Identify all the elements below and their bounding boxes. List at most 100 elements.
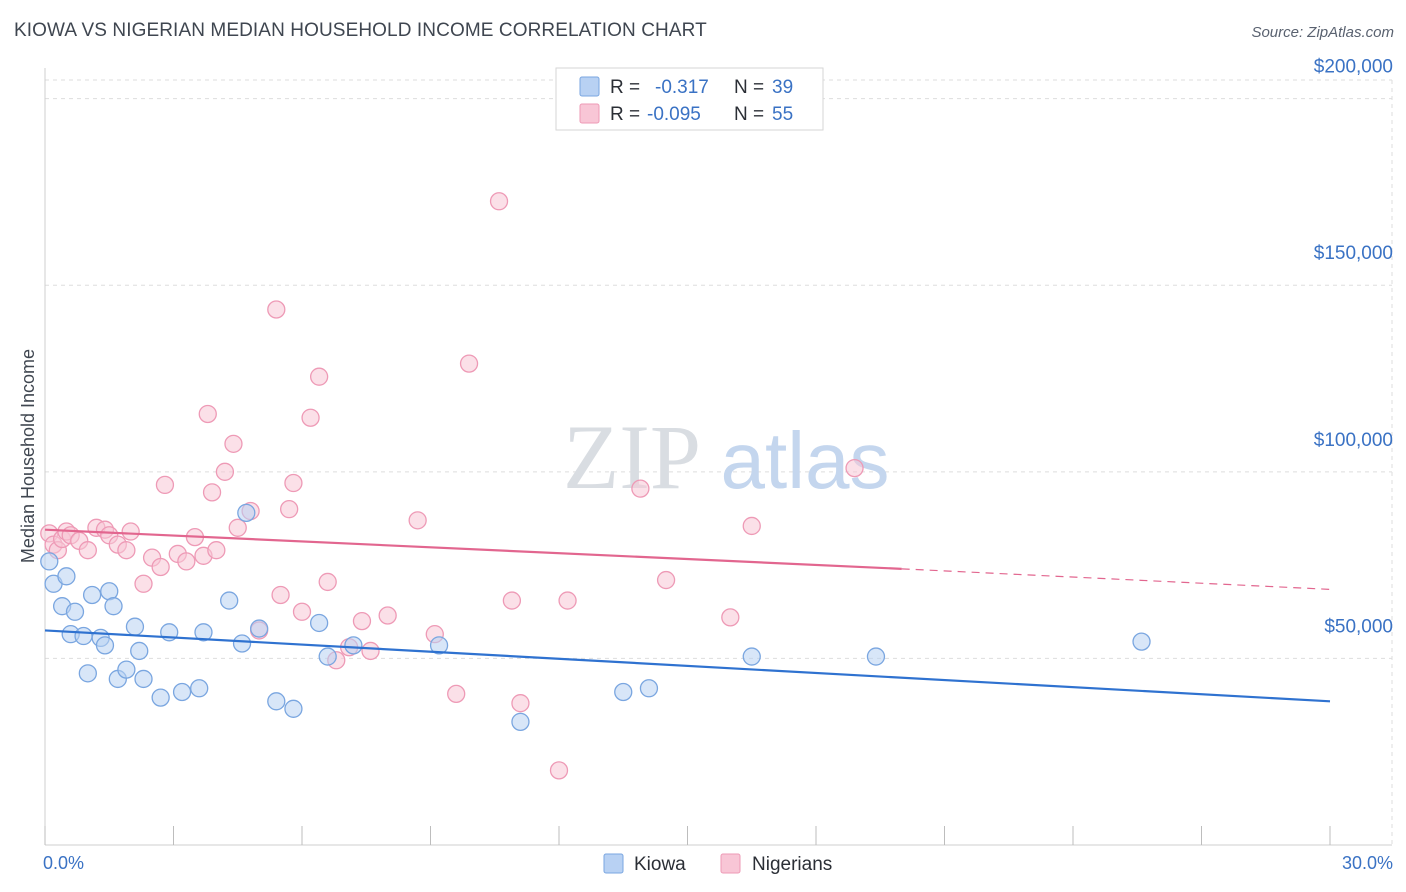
kiowa-point-16 bbox=[130, 641, 149, 661]
kiowa-point-7 bbox=[78, 664, 97, 683]
x-tick-labels: 0.0% 30.0% bbox=[43, 853, 1393, 873]
nigerian-point-40 bbox=[352, 611, 372, 631]
kiowa-point-37 bbox=[866, 647, 886, 666]
kiowa-point-30 bbox=[318, 647, 337, 666]
y-tick-label-0: $50,000 bbox=[1324, 616, 1393, 637]
series-legend: Kiowa Nigerians bbox=[603, 853, 832, 875]
kiowa-point-36 bbox=[742, 647, 761, 666]
nigerian-point-24 bbox=[207, 541, 226, 560]
legend-nigerians-n-label: N = bbox=[734, 104, 764, 125]
y-axis-label: Median Household Income bbox=[18, 349, 38, 563]
nigerian-point-22 bbox=[198, 404, 217, 424]
kiowa-point-26 bbox=[250, 619, 269, 638]
y-tick-label-1: $100,000 bbox=[1314, 430, 1393, 451]
x-tick-label-start: 0.0% bbox=[43, 853, 84, 873]
kiowa-point-21 bbox=[190, 679, 209, 698]
legend-kiowa-r-label: R = bbox=[610, 77, 640, 98]
nigerian-point-27 bbox=[228, 518, 247, 537]
kiowa-point-22 bbox=[194, 623, 213, 642]
kiowa-point-28 bbox=[284, 699, 303, 718]
kiowa-point-6 bbox=[74, 626, 93, 646]
kiowa-point-24 bbox=[232, 634, 252, 653]
nigerian-point-16 bbox=[151, 557, 170, 577]
chart-title: KIOWA VS NIGERIAN MEDIAN HOUSEHOLD INCOM… bbox=[14, 20, 707, 41]
kiowa-point-29 bbox=[309, 613, 329, 633]
kiowa-point-15 bbox=[125, 617, 145, 636]
nigerian-point-12 bbox=[117, 541, 136, 560]
legend-nigerians-r-value: -0.095 bbox=[647, 104, 701, 125]
y-tick-labels: $50,000 $100,000 $150,000 $200,000 bbox=[1314, 57, 1393, 638]
trend-line-kiowa-0 bbox=[44, 629, 1331, 703]
nigerian-point-23 bbox=[202, 483, 222, 502]
kiowa-point-17 bbox=[134, 669, 153, 689]
legend-swatch-nigerians bbox=[579, 103, 600, 124]
kiowa-point-35 bbox=[639, 679, 659, 698]
kiowa-point-27 bbox=[267, 692, 286, 711]
nigerian-point-26 bbox=[224, 434, 243, 453]
axes bbox=[44, 68, 1392, 846]
nigerian-point-25 bbox=[215, 462, 235, 481]
kiowa-point-32 bbox=[429, 636, 449, 655]
nigerian-point-17 bbox=[155, 475, 175, 495]
kiowa-point-33 bbox=[511, 712, 530, 732]
kiowa-point-34 bbox=[614, 682, 633, 702]
y-tick-label-2: $150,000 bbox=[1314, 243, 1393, 264]
nigerian-point-35 bbox=[301, 408, 320, 427]
legend-kiowa-r-value: -0.317 bbox=[655, 77, 709, 98]
kiowa-point-18 bbox=[151, 688, 170, 707]
legend-kiowa-n-label: N = bbox=[734, 77, 764, 98]
nigerian-point-48 bbox=[502, 591, 522, 610]
trend-line-nigerians-2 bbox=[901, 568, 1331, 590]
nigerian-point-55 bbox=[742, 516, 761, 536]
nigerian-point-37 bbox=[318, 572, 337, 592]
nigerian-point-41 bbox=[361, 641, 380, 661]
correlation-legend: R = -0.317 N = 39 R = -0.095 N = 55 bbox=[555, 67, 824, 131]
nigerian-point-31 bbox=[271, 585, 290, 605]
bottom-legend-nigerians: Nigerians bbox=[752, 854, 832, 875]
nigerian-point-54 bbox=[721, 608, 740, 627]
nigerian-point-13 bbox=[121, 522, 140, 541]
nigerian-point-50 bbox=[549, 761, 569, 780]
x-tick-label-end: 30.0% bbox=[1342, 853, 1393, 873]
kiowa-point-12 bbox=[104, 597, 123, 616]
nigerian-point-51 bbox=[558, 591, 577, 610]
nigerian-point-45 bbox=[447, 684, 466, 704]
grid-lines bbox=[45, 79, 1393, 845]
kiowa-point-20 bbox=[172, 682, 192, 702]
legend-nigerians-r-label: R = bbox=[610, 104, 640, 125]
kiowa-point-14 bbox=[117, 660, 136, 679]
nigerian-point-42 bbox=[378, 606, 397, 625]
nigerian-point-36 bbox=[309, 367, 329, 386]
nigerian-point-32 bbox=[279, 499, 299, 519]
legend-nigerians-n-value: 55 bbox=[772, 104, 793, 125]
nigerian-point-49 bbox=[511, 694, 530, 713]
watermark-zip: ZIP bbox=[563, 406, 701, 508]
trend-line-nigerians-1 bbox=[44, 528, 902, 570]
legend-kiowa-n-value: 39 bbox=[772, 77, 793, 98]
kiowa-point-4 bbox=[65, 602, 85, 621]
kiowa-point-25 bbox=[237, 503, 256, 523]
kiowa-point-38 bbox=[1132, 632, 1151, 651]
kiowa-point-2 bbox=[57, 567, 76, 586]
kiowa-point-8 bbox=[82, 585, 102, 605]
trend-lines bbox=[44, 528, 1331, 703]
kiowa-point-23 bbox=[220, 591, 239, 610]
legend-box bbox=[555, 67, 824, 131]
data-points bbox=[40, 192, 1151, 780]
bottom-legend-swatch-nigerians bbox=[720, 853, 741, 874]
kiowa-point-10 bbox=[95, 636, 115, 655]
nigerian-point-53 bbox=[656, 570, 676, 590]
nigerian-point-47 bbox=[489, 192, 509, 211]
nigerian-point-46 bbox=[459, 354, 479, 373]
nigerian-point-52 bbox=[631, 479, 650, 498]
source-label: Source: ZipAtlas.com bbox=[1251, 24, 1394, 41]
nigerian-point-30 bbox=[267, 300, 286, 319]
nigerian-point-33 bbox=[284, 473, 303, 493]
legend-swatch-kiowa bbox=[579, 76, 600, 97]
nigerian-point-43 bbox=[408, 511, 427, 530]
kiowa-point-31 bbox=[344, 636, 363, 655]
bottom-legend-kiowa: Kiowa bbox=[634, 854, 686, 875]
nigerian-point-7 bbox=[78, 541, 97, 560]
y-tick-label-3: $200,000 bbox=[1314, 57, 1393, 78]
